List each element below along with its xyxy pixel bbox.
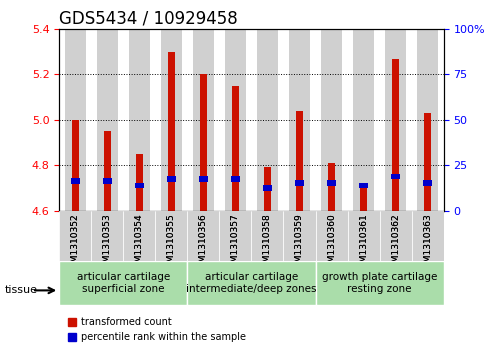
Text: GSM1310353: GSM1310353 bbox=[103, 213, 112, 274]
FancyBboxPatch shape bbox=[316, 261, 444, 305]
Bar bbox=[103, 178, 111, 184]
Bar bbox=[161, 29, 182, 211]
FancyBboxPatch shape bbox=[59, 211, 91, 261]
Bar bbox=[264, 167, 271, 211]
FancyBboxPatch shape bbox=[187, 211, 219, 261]
Text: articular cartilage
superficial zone: articular cartilage superficial zone bbox=[76, 272, 170, 294]
Bar bbox=[263, 185, 272, 191]
Bar bbox=[65, 29, 86, 211]
Bar bbox=[385, 29, 406, 211]
Bar bbox=[353, 29, 374, 211]
Text: GSM1310359: GSM1310359 bbox=[295, 213, 304, 274]
Bar bbox=[136, 154, 142, 211]
FancyBboxPatch shape bbox=[123, 211, 155, 261]
FancyBboxPatch shape bbox=[283, 211, 316, 261]
Text: GSM1310353: GSM1310353 bbox=[103, 213, 112, 274]
Text: GSM1310356: GSM1310356 bbox=[199, 213, 208, 274]
Text: growth plate cartilage
resting zone: growth plate cartilage resting zone bbox=[322, 272, 437, 294]
Bar bbox=[129, 29, 150, 211]
Text: tissue: tissue bbox=[5, 285, 38, 295]
FancyBboxPatch shape bbox=[155, 211, 187, 261]
Text: GSM1310358: GSM1310358 bbox=[263, 213, 272, 274]
Text: GSM1310357: GSM1310357 bbox=[231, 213, 240, 274]
Text: GSM1310355: GSM1310355 bbox=[167, 213, 176, 274]
FancyBboxPatch shape bbox=[380, 211, 412, 261]
Text: GSM1310361: GSM1310361 bbox=[359, 213, 368, 274]
Text: GSM1310357: GSM1310357 bbox=[231, 213, 240, 274]
Text: GSM1310354: GSM1310354 bbox=[135, 213, 144, 274]
Bar bbox=[135, 183, 143, 188]
Text: GSM1310362: GSM1310362 bbox=[391, 213, 400, 274]
Text: GSM1310363: GSM1310363 bbox=[423, 213, 432, 274]
Text: GSM1310363: GSM1310363 bbox=[423, 213, 432, 274]
Bar bbox=[360, 185, 367, 211]
Bar bbox=[232, 86, 239, 211]
Bar bbox=[296, 111, 303, 211]
Bar bbox=[104, 131, 110, 211]
Bar bbox=[231, 176, 240, 182]
Bar bbox=[199, 176, 208, 182]
Bar bbox=[289, 29, 310, 211]
FancyBboxPatch shape bbox=[219, 211, 251, 261]
Text: GDS5434 / 10929458: GDS5434 / 10929458 bbox=[59, 9, 238, 28]
Bar bbox=[321, 29, 342, 211]
Bar bbox=[167, 176, 176, 182]
Text: GSM1310356: GSM1310356 bbox=[199, 213, 208, 274]
Text: GSM1310352: GSM1310352 bbox=[70, 213, 80, 274]
Bar bbox=[417, 29, 438, 211]
Bar bbox=[392, 58, 399, 211]
FancyBboxPatch shape bbox=[348, 211, 380, 261]
Text: GSM1310360: GSM1310360 bbox=[327, 213, 336, 274]
Bar bbox=[327, 180, 336, 186]
Text: GSM1310358: GSM1310358 bbox=[263, 213, 272, 274]
Legend: transformed count, percentile rank within the sample: transformed count, percentile rank withi… bbox=[64, 313, 249, 346]
Bar bbox=[257, 29, 278, 211]
Bar bbox=[71, 178, 79, 184]
FancyBboxPatch shape bbox=[59, 261, 187, 305]
Bar bbox=[225, 29, 246, 211]
Text: GSM1310355: GSM1310355 bbox=[167, 213, 176, 274]
Text: GSM1310359: GSM1310359 bbox=[295, 213, 304, 274]
Bar bbox=[328, 163, 335, 211]
Text: GSM1310361: GSM1310361 bbox=[359, 213, 368, 274]
Bar bbox=[391, 174, 400, 179]
FancyBboxPatch shape bbox=[251, 211, 283, 261]
FancyBboxPatch shape bbox=[316, 211, 348, 261]
Text: GSM1310354: GSM1310354 bbox=[135, 213, 144, 274]
Bar bbox=[168, 52, 175, 211]
Text: GSM1310360: GSM1310360 bbox=[327, 213, 336, 274]
Text: GSM1310362: GSM1310362 bbox=[391, 213, 400, 274]
Bar bbox=[359, 183, 368, 188]
Bar bbox=[72, 120, 78, 211]
Bar bbox=[200, 74, 207, 211]
FancyBboxPatch shape bbox=[412, 211, 444, 261]
Bar bbox=[423, 180, 432, 186]
Bar bbox=[295, 180, 304, 186]
FancyBboxPatch shape bbox=[91, 211, 123, 261]
Bar bbox=[193, 29, 214, 211]
Bar bbox=[424, 113, 431, 211]
FancyBboxPatch shape bbox=[187, 261, 316, 305]
Text: articular cartilage
intermediate/deep zones: articular cartilage intermediate/deep zo… bbox=[186, 272, 317, 294]
Bar bbox=[97, 29, 118, 211]
Text: GSM1310352: GSM1310352 bbox=[70, 213, 80, 274]
